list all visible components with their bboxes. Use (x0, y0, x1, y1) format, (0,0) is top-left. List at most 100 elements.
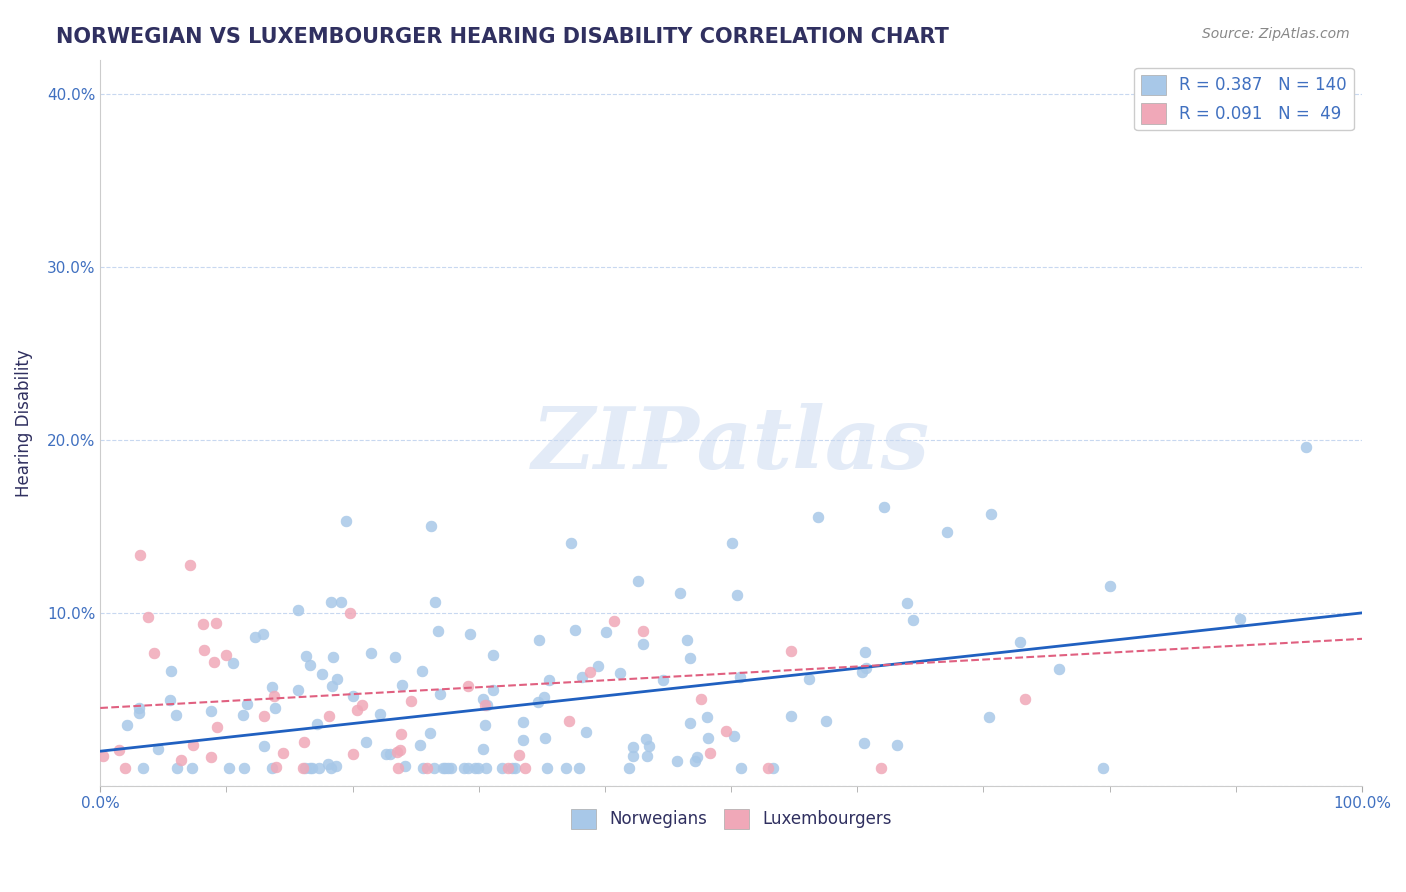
Point (368, 707, 391, 722)
Point (385, 745, 408, 759)
Point (301, 762, 323, 776)
Point (129, 548, 152, 562)
Point (429, 688, 451, 702)
Text: NORWEGIAN VS LUXEMBOURGER HEARING DISABILITY CORRELATION CHART: NORWEGIAN VS LUXEMBOURGER HEARING DISABI… (56, 27, 949, 46)
Point (699, 746, 721, 760)
Point (714, 724, 737, 739)
Point (477, 698, 499, 712)
Point (260, 681, 283, 695)
Point (252, 709, 274, 723)
Point (666, 754, 689, 768)
Legend: Norwegians, Luxembourgers: Norwegians, Luxembourgers (564, 802, 898, 836)
Point (977, 710, 1000, 724)
Point (1010, 635, 1032, 649)
Point (388, 743, 411, 757)
Point (679, 716, 702, 731)
Point (263, 690, 285, 704)
Point (287, 682, 309, 697)
Point (292, 735, 315, 749)
Point (439, 762, 461, 776)
Point (526, 695, 548, 709)
Point (245, 630, 267, 644)
Point (536, 762, 558, 776)
Point (779, 709, 801, 723)
Point (631, 637, 654, 651)
Point (420, 519, 443, 533)
Point (1014, 692, 1036, 706)
Point (853, 736, 876, 750)
Point (1047, 661, 1070, 675)
Point (253, 739, 276, 753)
Point (762, 762, 785, 776)
Point (311, 667, 333, 681)
Point (191, 616, 214, 631)
Point (117, 718, 139, 732)
Point (166, 762, 188, 776)
Point (512, 714, 534, 729)
Point (143, 646, 166, 660)
Point (114, 762, 136, 776)
Point (697, 731, 720, 746)
Point (588, 658, 610, 673)
Point (501, 762, 523, 776)
Point (321, 762, 343, 776)
Point (621, 739, 644, 754)
Point (380, 747, 402, 761)
Point (855, 661, 877, 675)
Point (512, 732, 534, 747)
Point (200, 749, 222, 764)
Point (636, 748, 658, 763)
Point (689, 691, 711, 706)
Point (181, 762, 204, 776)
Point (294, 762, 316, 776)
Text: Source: ZipAtlas.com: Source: ZipAtlas.com (1202, 27, 1350, 41)
Point (335, 514, 357, 528)
Point (567, 762, 589, 776)
Point (264, 760, 287, 774)
Point (780, 644, 803, 658)
Point (339, 606, 361, 620)
Point (389, 727, 412, 741)
Point (394, 758, 416, 772)
Y-axis label: Hearing Disability: Hearing Disability (15, 349, 32, 497)
Point (292, 762, 315, 776)
Point (169, 753, 191, 767)
Point (505, 762, 527, 776)
Point (797, 672, 820, 686)
Point (696, 709, 718, 723)
Point (200, 704, 222, 718)
Point (262, 762, 284, 776)
Point (128, 706, 150, 720)
Point (467, 762, 489, 776)
Point (683, 754, 706, 768)
Point (215, 648, 238, 663)
Point (491, 762, 513, 776)
Point (513, 762, 536, 776)
Point (159, 692, 181, 706)
Point (725, 588, 748, 602)
Point (384, 649, 406, 664)
Point (204, 616, 226, 631)
Point (529, 633, 551, 648)
Point (1098, 579, 1121, 593)
Point (886, 738, 908, 752)
Point (508, 748, 530, 763)
Point (264, 701, 287, 715)
Point (603, 614, 626, 628)
Point (482, 682, 505, 697)
Point (329, 595, 352, 609)
Point (533, 690, 555, 704)
Point (453, 762, 475, 776)
Point (316, 757, 339, 772)
Point (299, 658, 322, 673)
Point (181, 739, 204, 753)
Point (560, 536, 582, 550)
Point (419, 726, 441, 740)
Point (903, 614, 925, 628)
Point (896, 595, 918, 609)
Point (935, 524, 957, 539)
Point (980, 507, 1002, 521)
Point (295, 649, 318, 664)
Point (433, 762, 456, 776)
Point (305, 716, 328, 731)
